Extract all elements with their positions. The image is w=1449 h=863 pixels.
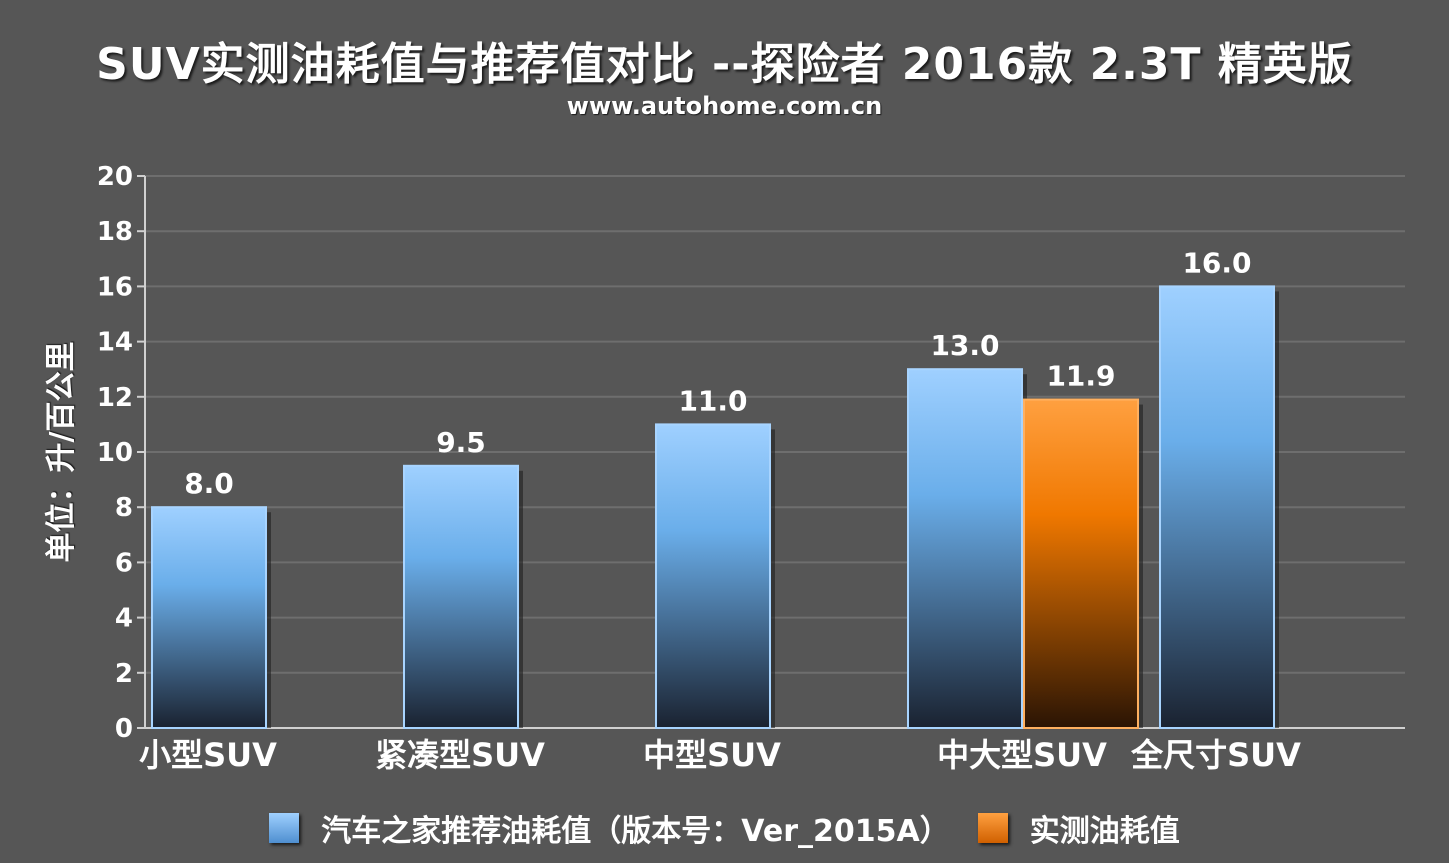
chart-subtitle: www.autohome.com.cn (566, 92, 883, 120)
y-tick-label: 4 (115, 604, 133, 634)
y-tick-label: 12 (97, 383, 133, 413)
data-label: 13.0 (930, 329, 999, 362)
data-label: 9.5 (436, 426, 486, 459)
y-tick-label: 8 (115, 493, 133, 523)
y-tick-label: 14 (97, 328, 133, 358)
legend-item-measured: 实测油耗值 (977, 806, 1180, 850)
legend: 汽车之家推荐油耗值（版本号：Ver_2015A） 实测油耗值 (0, 806, 1449, 850)
legend-swatch-orange (977, 813, 1008, 843)
legend-label-measured: 实测油耗值 (1029, 814, 1180, 849)
x-tick-label: 中型SUV (643, 736, 781, 774)
y-tick-label: 0 (115, 714, 133, 744)
bar-recommended (151, 506, 267, 730)
data-label: 11.9 (1046, 360, 1115, 393)
data-label: 11.0 (678, 384, 747, 417)
bar-recommended (403, 464, 519, 729)
legend-label-recommended: 汽车之家推荐油耗值（版本号：Ver_2015A） (321, 814, 950, 849)
y-tick-label: 10 (97, 438, 133, 468)
bar-recommended (907, 368, 1023, 729)
bar-recommended (655, 423, 771, 729)
chart-title: SUV实测油耗值与推荐值对比 --探险者 2016款 2.3T 精英版 (96, 39, 1353, 90)
y-tick-label: 6 (115, 548, 133, 578)
legend-item-recommended: 汽车之家推荐油耗值（版本号：Ver_2015A） (269, 806, 950, 850)
x-tick-label: 中大型SUV (937, 736, 1107, 774)
y-tick-label: 2 (115, 659, 133, 689)
x-tick-label: 紧凑型SUV (375, 736, 545, 774)
y-tick-label: 16 (97, 272, 133, 302)
bar-measured (1023, 398, 1139, 729)
x-tick-label: 全尺寸SUV (1130, 736, 1301, 774)
y-tick-label: 20 (97, 162, 133, 192)
bar-recommended (1159, 285, 1275, 729)
y-tick-label: 18 (97, 217, 133, 247)
x-tick-label: 小型SUV (139, 736, 277, 774)
legend-swatch-blue (269, 813, 300, 843)
data-label: 8.0 (184, 467, 234, 500)
data-label: 16.0 (1182, 246, 1251, 279)
